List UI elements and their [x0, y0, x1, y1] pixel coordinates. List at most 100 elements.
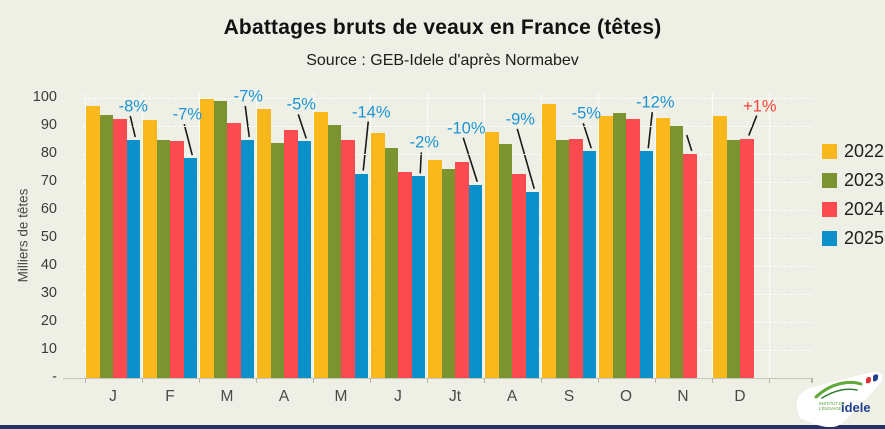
chart-subtitle: Source : GEB-Idele d'après Normabev	[306, 52, 579, 69]
group-separator	[597, 93, 599, 378]
legend-swatch-icon	[822, 202, 837, 217]
y-tick-label: 90	[40, 117, 57, 133]
x-axis-tick	[198, 378, 200, 383]
group-separator	[711, 93, 713, 378]
group-separator	[483, 93, 485, 378]
annotation-label: -12%	[635, 93, 675, 112]
y-tick-label: 100	[32, 89, 57, 105]
legend-item-2022: 2022	[822, 137, 884, 166]
group-separator	[369, 93, 371, 378]
annotation-leader-line	[183, 124, 194, 156]
y-tick-label: 60	[40, 201, 57, 217]
bar-2025-S	[582, 151, 596, 378]
x-axis-label-A: A	[506, 388, 518, 405]
bar-2023-A	[498, 144, 512, 378]
x-axis-tick	[84, 378, 86, 383]
bar-2025-Jtt	[468, 184, 482, 378]
annotation-label: -7%	[172, 105, 202, 124]
bar-2025-A	[297, 141, 311, 378]
annotation-label: -8%	[118, 97, 148, 116]
y-tick-label: 10	[40, 341, 57, 357]
bar-2023-N	[669, 126, 683, 378]
group-separator	[255, 93, 257, 378]
y-tick-label: 80	[40, 145, 57, 161]
legend-item-2023: 2023	[822, 166, 884, 195]
x-axis-tick	[312, 378, 314, 383]
x-axis-label-N: N	[677, 388, 689, 405]
bar-2022-O	[599, 116, 613, 378]
group-separator	[141, 93, 143, 378]
annotation-label: -5%	[286, 95, 316, 114]
annotation-leader-line	[362, 121, 370, 171]
bar-2024-M	[227, 123, 241, 378]
x-axis-label-O: O	[619, 388, 633, 405]
bar-2023-J	[99, 114, 113, 378]
bar-2025-J	[411, 176, 425, 378]
x-axis-tick	[540, 378, 542, 383]
x-axis-label-D: D	[734, 388, 746, 405]
legend-label: 2025	[844, 228, 885, 248]
x-axis-label-M: M	[220, 388, 234, 405]
annotation-label: -14%	[351, 103, 391, 122]
bar-2024-Jtt	[455, 162, 469, 378]
annotation-label: -5%	[571, 104, 601, 123]
x-axis-tick	[811, 378, 813, 383]
x-axis-label-F: F	[165, 388, 175, 405]
bar-2024-A	[512, 173, 526, 378]
x-axis-label-J: J	[109, 388, 117, 405]
bar-2024-J	[113, 119, 127, 378]
annotation-leader-line	[244, 105, 251, 138]
bar-2022-A	[257, 109, 271, 378]
x-axis-label-M: M	[334, 388, 348, 405]
x-axis-tick	[711, 378, 713, 383]
bar-2023-F	[156, 140, 170, 378]
legend-swatch-icon	[822, 173, 837, 188]
bar-2022-J	[86, 106, 100, 378]
logo-flame-blue-icon	[873, 374, 879, 382]
annotation-label: +1%	[743, 97, 777, 116]
bar-2024-J	[398, 172, 412, 378]
bar-2025-M	[240, 140, 254, 378]
x-axis-tick	[255, 378, 257, 383]
y-tick-label: -	[52, 369, 57, 385]
x-axis-label-Jtt: Jt	[448, 388, 462, 405]
legend-swatch-icon	[822, 231, 837, 246]
x-axis-tick	[141, 378, 143, 383]
logo-org-line2: L'ÉLEVAGE	[819, 406, 842, 411]
bar-2023-D	[726, 140, 740, 378]
bar-2023-Jtt	[441, 169, 455, 378]
x-axis-tick	[597, 378, 599, 383]
bar-2023-A	[270, 142, 284, 378]
group-separator	[654, 93, 656, 378]
bar-2023-S	[555, 140, 569, 378]
bar-2023-J	[384, 148, 398, 378]
bar-2022-M	[200, 99, 214, 378]
annotation-label: -2%	[409, 133, 439, 152]
bar-2025-O	[639, 151, 653, 378]
bar-2022-A	[485, 131, 499, 378]
bar-2025-M	[354, 173, 368, 378]
logo-flame-red-icon	[866, 376, 871, 384]
bar-2024-S	[569, 138, 583, 378]
bar-2022-S	[542, 103, 556, 378]
gridline	[83, 98, 812, 99]
group-separator	[540, 93, 542, 378]
bar-2022-M	[314, 112, 328, 378]
bar-2024-M	[341, 140, 355, 378]
annotation-leader-line	[685, 134, 693, 152]
group-separator	[84, 93, 86, 378]
annotation-leader-line	[419, 152, 423, 174]
bar-2023-M	[213, 100, 227, 378]
y-tick-label: 40	[40, 257, 57, 273]
legend-label: 2022	[844, 141, 885, 161]
bar-2024-N	[683, 154, 697, 378]
bar-2025-J	[126, 140, 140, 378]
plot-area: -8% -7% -7% -5% -14% -2% -10% -9% -5% -12% +1%	[63, 88, 813, 383]
annotation-label: -10%	[446, 119, 486, 138]
bar-2025-A	[525, 191, 539, 378]
bar-2024-F	[170, 141, 184, 378]
logo-leaf-swoosh-icon	[814, 380, 863, 399]
logo-leaf-swoosh2-icon	[821, 388, 858, 399]
legend-swatch-icon	[822, 144, 837, 159]
group-separator	[768, 93, 770, 378]
